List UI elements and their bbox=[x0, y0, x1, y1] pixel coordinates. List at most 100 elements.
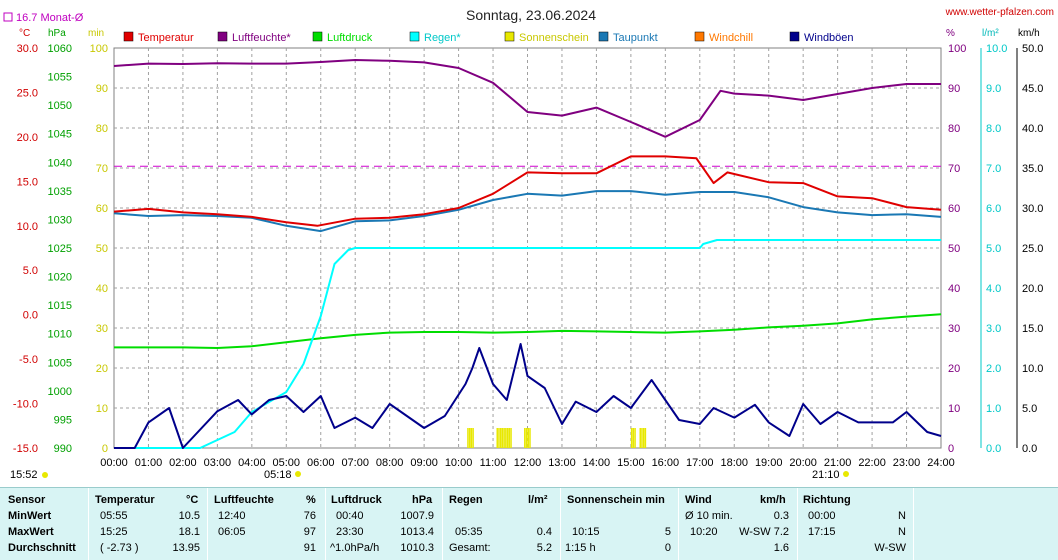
tick-time: 04:00 bbox=[238, 457, 266, 469]
tick-temp: 25.0 bbox=[17, 87, 38, 99]
sunshine-bar bbox=[506, 428, 509, 448]
sunshine-bar bbox=[639, 428, 641, 448]
sunshine-bar bbox=[527, 428, 529, 448]
avg-rain-label: Gesamt: bbox=[449, 542, 491, 554]
series-regen bbox=[114, 239, 941, 449]
tick-press: 1015 bbox=[48, 300, 72, 312]
hdr-press: Luftdruck bbox=[331, 494, 382, 506]
tick-wind: 45.0 bbox=[1022, 83, 1043, 95]
sunshine-bar bbox=[468, 428, 471, 448]
tick-time: 05:00 bbox=[273, 457, 301, 469]
avg-rain-value: 5.2 bbox=[536, 542, 552, 554]
avg-sun-value: 0 bbox=[664, 542, 671, 554]
legend-swatch bbox=[217, 31, 228, 42]
avg-press-trend: ^1.0hPa/h bbox=[330, 542, 380, 554]
series-luftdruck bbox=[114, 313, 942, 349]
tick-min: 50 bbox=[96, 243, 108, 255]
sunshine-bar bbox=[498, 428, 500, 448]
sunshine-bar bbox=[524, 428, 526, 448]
max-press-time: 23:30 bbox=[336, 526, 364, 538]
tick-wind: 25.0 bbox=[1022, 243, 1043, 255]
tick-wind: 5.0 bbox=[1022, 403, 1037, 415]
legend-label: Windchill bbox=[709, 32, 753, 44]
sunrise-label: 05:18 bbox=[264, 469, 292, 481]
chart-series bbox=[113, 59, 942, 449]
legend-swatch bbox=[312, 31, 323, 42]
max-temp-time: 15:25 bbox=[100, 526, 128, 538]
tick-press: 995 bbox=[54, 414, 72, 426]
min-dir-value: N bbox=[898, 510, 906, 522]
tick-hum: 60 bbox=[948, 203, 960, 215]
tick-press: 1010 bbox=[48, 329, 72, 341]
max-hum-time: 06:05 bbox=[218, 526, 246, 538]
unit-celsius: °C bbox=[19, 28, 30, 39]
now-sun-icon bbox=[42, 472, 48, 478]
tick-rain: 7.0 bbox=[986, 163, 1001, 175]
tick-press: 1005 bbox=[48, 357, 72, 369]
tick-time: 16:00 bbox=[652, 457, 680, 469]
max-hum-value: 97 bbox=[303, 526, 316, 538]
now-label: 15:52 bbox=[10, 469, 38, 481]
max-press-value: 1013.4 bbox=[400, 526, 434, 538]
tick-temp: 30.0 bbox=[17, 43, 38, 55]
sunshine-bar bbox=[496, 428, 498, 448]
tick-time: 09:00 bbox=[410, 457, 438, 469]
tick-min: 60 bbox=[96, 203, 108, 215]
stats-table: Sensor Temperatur °C Luftfeuchte % Luftd… bbox=[0, 487, 1058, 560]
hdr-dir: Richtung bbox=[803, 494, 851, 506]
tick-temp: -5.0 bbox=[19, 354, 38, 366]
min-hum-value: 76 bbox=[303, 510, 316, 522]
tick-press: 1050 bbox=[48, 100, 72, 112]
sunshine-bar bbox=[630, 428, 633, 448]
tick-hum: 40 bbox=[948, 283, 960, 295]
legend-label: Luftdruck bbox=[327, 32, 373, 44]
tick-temp: 10.0 bbox=[17, 221, 38, 233]
avg-press-value: 1010.3 bbox=[400, 542, 434, 554]
tick-rain: 8.0 bbox=[986, 123, 1001, 135]
max-rain-value: 0.4 bbox=[536, 526, 552, 538]
tick-press: 1040 bbox=[48, 157, 72, 169]
tick-press: 1000 bbox=[48, 386, 72, 398]
tick-press: 1055 bbox=[48, 72, 72, 84]
max-wind-value: W-SW 7.2 bbox=[739, 526, 789, 538]
legend-label: Taupunkt bbox=[613, 32, 658, 44]
site-link[interactable]: www.wetter-pfalzen.com bbox=[945, 7, 1054, 18]
sunshine-bar bbox=[634, 428, 636, 448]
hdr-wind: Wind bbox=[685, 494, 712, 506]
min-press-time: 00:40 bbox=[336, 510, 364, 522]
hdr-rain: Regen bbox=[449, 494, 483, 506]
tick-rain: 9.0 bbox=[986, 83, 1001, 95]
sunshine-bar bbox=[505, 428, 507, 448]
weather-chart: Sonntag, 23.06.2024 www.wetter-pfalzen.c… bbox=[3, 7, 1054, 481]
sunset-icon bbox=[843, 471, 849, 477]
tick-hum: 20 bbox=[948, 363, 960, 375]
sunshine-bar bbox=[501, 428, 504, 448]
tick-min: 90 bbox=[96, 83, 108, 95]
sunshine-bar bbox=[525, 428, 528, 448]
tick-hum: 50 bbox=[948, 243, 960, 255]
sunshine-bar bbox=[510, 428, 512, 448]
tick-temp: -15.0 bbox=[13, 443, 38, 455]
tick-time: 03:00 bbox=[204, 457, 232, 469]
legend-label: Windböen bbox=[804, 32, 854, 44]
sunrise-icon bbox=[295, 471, 301, 477]
legend-swatch bbox=[598, 31, 609, 42]
tick-press: 1060 bbox=[48, 43, 72, 55]
sunshine-bars bbox=[467, 428, 647, 448]
chart-title: Sonntag, 23.06.2024 bbox=[466, 7, 596, 23]
tick-rain: 10.0 bbox=[986, 43, 1007, 55]
hdr-hum-unit: % bbox=[306, 494, 316, 506]
sunshine-bar bbox=[641, 428, 643, 448]
tick-time: 19:00 bbox=[755, 457, 783, 469]
avg-sun-time: 1:15 h bbox=[565, 542, 596, 554]
tick-press: 1025 bbox=[48, 243, 72, 255]
tick-rain: 1.0 bbox=[986, 403, 1001, 415]
sunshine-bar bbox=[503, 428, 505, 448]
hdr-sensor: Sensor bbox=[8, 494, 46, 506]
tick-hum: 80 bbox=[948, 123, 960, 135]
tick-rain: 2.0 bbox=[986, 363, 1001, 375]
max-sun-time: 10:15 bbox=[572, 526, 600, 538]
row-avg-label: Durchschnitt bbox=[8, 542, 76, 554]
avg-temp-value: 13.95 bbox=[172, 542, 200, 554]
tick-press: 1020 bbox=[48, 272, 72, 284]
